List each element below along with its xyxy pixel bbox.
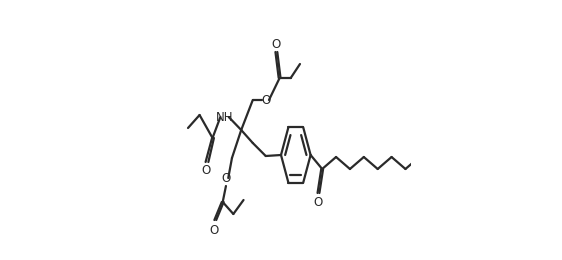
Text: O: O (261, 94, 270, 107)
Text: O: O (210, 224, 219, 237)
Text: O: O (221, 172, 230, 185)
Text: O: O (272, 37, 281, 50)
Text: O: O (314, 196, 323, 209)
Text: O: O (201, 164, 210, 177)
Text: NH: NH (216, 110, 234, 124)
